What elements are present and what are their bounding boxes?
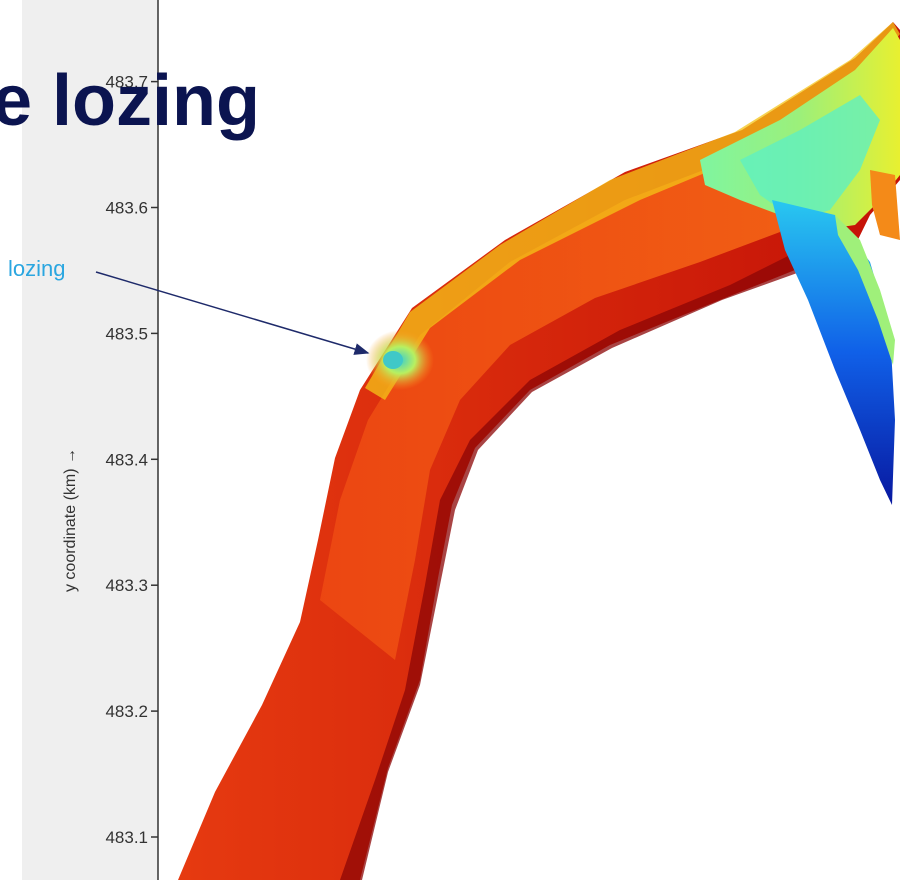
y-tick-label: 483.7 xyxy=(105,73,148,92)
annotation-arrow xyxy=(95,271,370,355)
discharge-core xyxy=(383,351,403,369)
plume-field xyxy=(178,22,900,880)
tributary-edge xyxy=(835,215,895,365)
channel-middle-band xyxy=(320,160,790,660)
y-ticks: 483.1 483.2 483.3 483.4 483.5 483.6 483.7 xyxy=(105,73,158,847)
tributary-branch xyxy=(772,200,895,505)
y-tick-label: 483.6 xyxy=(105,199,148,218)
y-tick-label: 483.5 xyxy=(105,324,148,343)
annotation-label: lozing xyxy=(8,256,65,281)
slide-title: e lozing xyxy=(0,61,260,141)
y-tick-label: 483.4 xyxy=(105,450,148,469)
confluence-tip xyxy=(870,170,900,240)
y-tick-label: 483.3 xyxy=(105,576,148,595)
channel-dark-bank xyxy=(340,255,800,880)
y-tick-label: 483.2 xyxy=(105,702,148,721)
axis-panel xyxy=(22,0,158,880)
channel-yellow-edge xyxy=(365,22,900,400)
confluence-core xyxy=(740,95,880,220)
y-tick-label: 483.1 xyxy=(105,828,148,847)
y-axis-label: y coordinate (km) → xyxy=(62,448,79,592)
